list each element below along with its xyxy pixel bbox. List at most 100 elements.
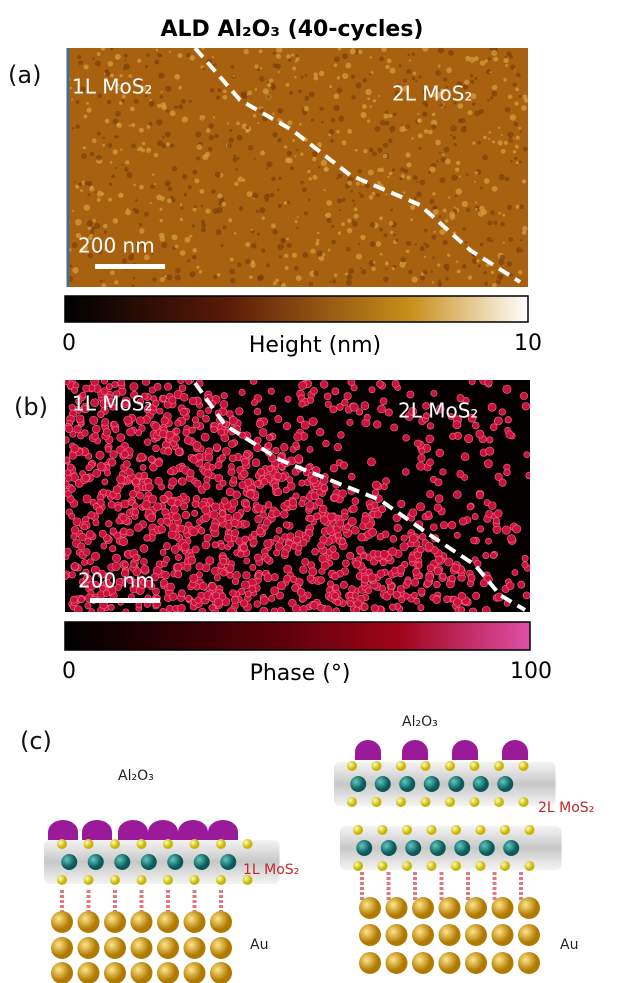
grain <box>514 144 519 149</box>
grain <box>430 523 438 532</box>
grain <box>223 533 233 543</box>
grain <box>212 116 216 119</box>
grain <box>143 534 151 542</box>
grain <box>97 93 102 99</box>
grain <box>368 195 374 200</box>
grain <box>343 392 352 401</box>
grain <box>236 121 240 126</box>
grain <box>475 490 485 500</box>
grain <box>222 225 227 230</box>
grain <box>282 486 290 494</box>
grain <box>86 107 92 113</box>
atom <box>110 875 120 885</box>
grain <box>506 51 512 57</box>
atom <box>491 952 514 974</box>
grain <box>209 464 216 471</box>
grain <box>266 161 273 168</box>
grain <box>444 158 451 165</box>
grain <box>95 60 102 67</box>
atom <box>353 825 363 835</box>
atom <box>491 924 514 946</box>
atom <box>347 761 357 771</box>
grain <box>365 587 372 595</box>
atom <box>167 854 184 870</box>
grain <box>72 267 79 274</box>
grain <box>199 114 206 121</box>
grain <box>437 281 443 287</box>
atom <box>87 854 104 870</box>
atom <box>445 761 455 771</box>
grain <box>101 283 107 287</box>
grain <box>108 83 112 87</box>
grain <box>165 142 170 147</box>
grain <box>515 87 520 92</box>
grain <box>152 173 155 176</box>
grain <box>75 414 85 424</box>
grain <box>212 55 215 59</box>
grain <box>422 111 428 117</box>
grain <box>81 429 89 437</box>
grain <box>423 412 430 419</box>
grain <box>402 85 410 92</box>
atom <box>57 875 67 885</box>
grain <box>112 217 119 224</box>
grain <box>275 527 283 534</box>
grain <box>148 121 153 126</box>
grain <box>299 122 302 126</box>
grain <box>138 222 143 227</box>
grain <box>271 223 276 229</box>
grain <box>351 592 359 600</box>
grain <box>91 432 99 440</box>
grain <box>410 218 413 222</box>
grain <box>485 537 492 545</box>
grain <box>311 150 318 157</box>
grain <box>258 49 263 54</box>
atom <box>183 962 206 983</box>
grain <box>396 585 405 593</box>
grain <box>335 531 342 539</box>
grain <box>425 573 434 582</box>
grain <box>107 603 115 611</box>
grain <box>383 276 389 283</box>
grain <box>280 237 286 243</box>
grain <box>116 56 119 60</box>
grain <box>434 93 441 100</box>
grain <box>514 101 519 106</box>
atom <box>518 924 540 946</box>
grain <box>275 591 284 600</box>
grain <box>171 166 178 172</box>
atom <box>454 840 471 856</box>
al2o3-island <box>208 820 238 840</box>
grain <box>183 563 192 572</box>
grain <box>104 446 112 453</box>
grain <box>102 143 106 147</box>
grain <box>522 225 528 232</box>
atom <box>524 861 535 871</box>
atom <box>350 776 367 792</box>
grain <box>417 454 426 463</box>
atom <box>478 840 495 856</box>
grain <box>210 522 220 532</box>
grain <box>315 241 320 246</box>
grain <box>94 222 101 229</box>
grain <box>71 126 75 130</box>
grain <box>179 203 183 206</box>
grain <box>333 93 340 100</box>
grain <box>414 439 422 448</box>
grain <box>246 93 249 96</box>
grain <box>177 604 186 612</box>
grain <box>202 414 210 423</box>
grain <box>248 585 257 593</box>
colorbar <box>64 295 529 323</box>
grain <box>422 89 428 96</box>
grain <box>211 541 219 549</box>
grain <box>251 399 258 406</box>
grain <box>300 75 304 79</box>
grain <box>518 160 522 164</box>
grain <box>418 146 422 150</box>
grain <box>119 513 128 522</box>
grain <box>92 424 101 434</box>
region-label: 1L MoS₂ <box>72 392 152 416</box>
grain <box>177 380 185 384</box>
grain <box>504 416 512 424</box>
